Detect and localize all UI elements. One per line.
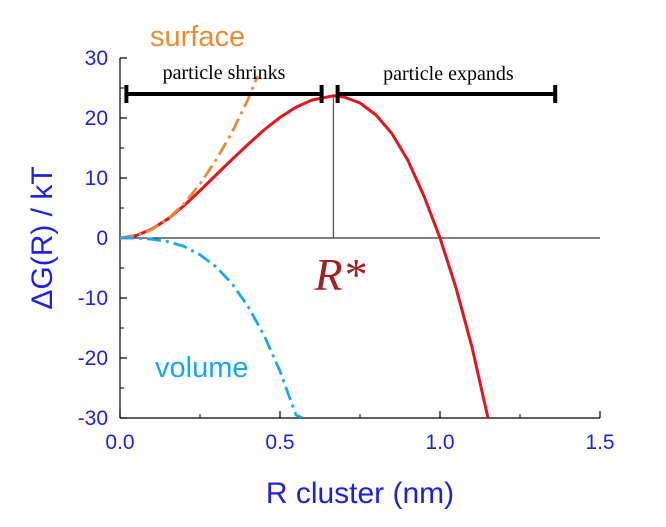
- y-tick-label: -30: [78, 407, 108, 430]
- y-tick-label: -20: [78, 347, 108, 370]
- critical-radius-label: R*: [313, 249, 365, 300]
- x-tick-label: 1.5: [585, 431, 614, 454]
- shrink-range-label: particle shrinks: [163, 62, 286, 84]
- series-label-volume: volume: [155, 352, 249, 384]
- y-tick-label: 0: [96, 227, 108, 250]
- x-tick-label: 0.5: [265, 431, 294, 454]
- series-line-surface: [120, 75, 259, 240]
- y-tick-label: 20: [85, 107, 108, 130]
- y-axis-title: ΔG(R) / kT: [26, 166, 59, 309]
- y-tick-label: 10: [85, 167, 108, 190]
- axis-ticks: -30 -20 -10 0 10 20 30 0.0 0.5 1.0 1.5: [78, 47, 615, 454]
- x-tick-label: 1.0: [425, 431, 454, 454]
- expand-range-label: particle expands: [383, 63, 514, 85]
- series-layer: [120, 75, 490, 418]
- x-axis-title: R cluster (nm): [266, 477, 454, 510]
- x-tick-label: 0.0: [105, 431, 134, 454]
- y-tick-label: 30: [85, 47, 108, 70]
- y-tick-label: -10: [78, 287, 108, 310]
- label-layer: R cluster (nm) ΔG(R) / kT surface volume: [26, 21, 454, 510]
- annotation-layer: particle shrinks particle expands R*: [124, 62, 558, 300]
- series-label-surface: surface: [150, 21, 245, 53]
- series-line-volume: [120, 236, 303, 418]
- series-line-total: [120, 94, 490, 418]
